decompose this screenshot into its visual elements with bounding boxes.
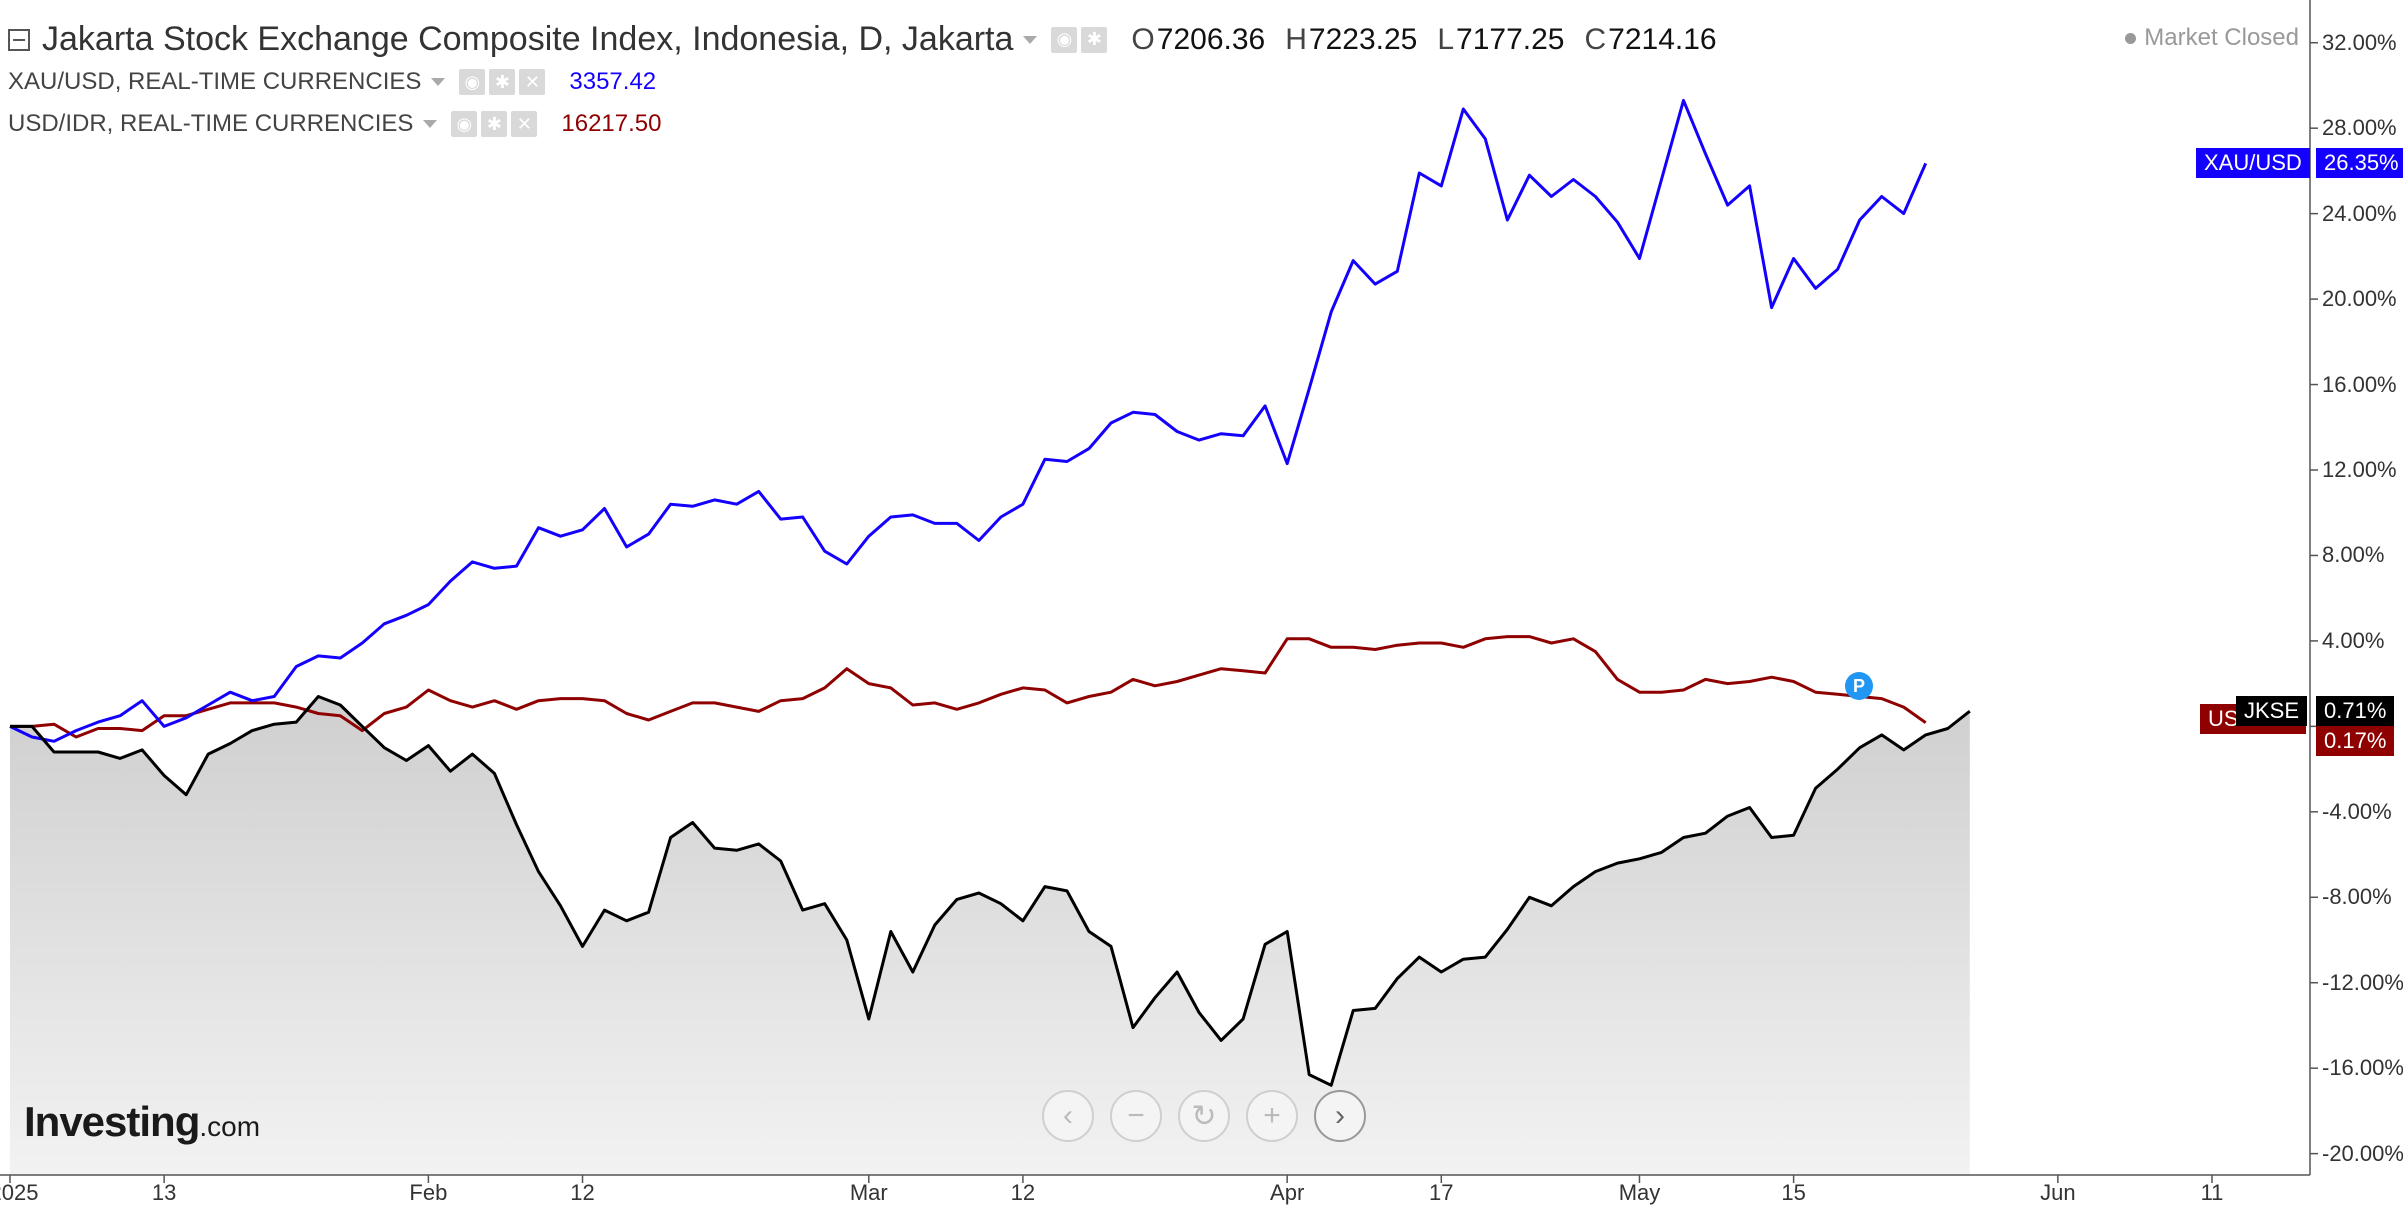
y-tick-label: 8.00% <box>2322 542 2385 568</box>
x-tick-label: Feb <box>409 1180 448 1205</box>
usdidr-series-value: 16217.50 <box>561 110 662 137</box>
logo-suffix: .com <box>199 1111 261 1142</box>
x-tick-label: Mar <box>849 1180 888 1205</box>
chevron-down-icon[interactable] <box>431 78 446 86</box>
y-tick-label: -20.00% <box>2322 1140 2403 1166</box>
ohlc-high-value: 7223.25 <box>1308 22 1418 56</box>
gear-icon[interactable]: ✱ <box>489 69 516 95</box>
gear-icon[interactable]: ✱ <box>481 111 508 137</box>
y-tick-label: 12.00% <box>2322 457 2397 482</box>
ohlc-low-key: L <box>1437 22 1455 56</box>
jkse-tag-label: JKSE <box>2236 696 2308 727</box>
y-tick-label: 24.00% <box>2322 200 2397 226</box>
collapse-icon[interactable] <box>8 28 30 51</box>
xau-series-value: 3357.42 <box>569 68 657 95</box>
series-line-usdidr <box>10 635 1927 739</box>
close-icon[interactable]: ✕ <box>511 111 538 137</box>
chart-navigation: ‹ − ↻ + › <box>1042 1090 1382 1142</box>
y-axis-ticks <box>2310 41 2318 1155</box>
ohlc-open-key: O <box>1131 22 1155 56</box>
legend-usdidr-row: USD/IDR, REAL-TIME CURRENCIES ◉ ✱ ✕ 1621… <box>8 110 661 138</box>
gear-icon[interactable]: ✱ <box>1081 26 1108 53</box>
chevron-left-icon[interactable]: ‹ <box>1042 1090 1094 1142</box>
x-tick-label: 11 <box>2200 1180 2224 1205</box>
x-tick-label: 15 <box>1781 1180 1806 1205</box>
y-tick-label: -16.00% <box>2322 1055 2403 1081</box>
plus-icon[interactable]: + <box>1246 1090 1298 1142</box>
eye-icon[interactable]: ◉ <box>1051 26 1078 53</box>
y-tick-label: 28.00% <box>2322 115 2397 141</box>
xau-tag-label: XAU/USD <box>2196 148 2310 179</box>
usdidr-tag-value: 0.17% <box>2316 726 2395 757</box>
reset-icon[interactable]: ↻ <box>1178 1090 1230 1142</box>
x-tick-label: 17 <box>1429 1180 1454 1205</box>
series-line-xauusd <box>9 98 1928 743</box>
logo-main: Investing <box>24 1098 200 1145</box>
ohlc-low-value: 7177.25 <box>1456 22 1565 56</box>
ohlc-close-key: C <box>1584 22 1607 56</box>
x-tick-label: 12 <box>1010 1180 1036 1205</box>
chevron-down-icon[interactable] <box>423 120 438 128</box>
ohlc-close-value: 7214.16 <box>1608 22 1717 56</box>
y-tick-label: -4.00% <box>2322 798 2392 824</box>
y-tick-label: -8.00% <box>2322 884 2392 910</box>
y-tick-label: 32.00% <box>2322 29 2397 55</box>
legend-main-row: Jakarta Stock Exchange Composite Index, … <box>8 20 1717 59</box>
ohlc-open-value: 7206.36 <box>1156 22 1266 56</box>
x-tick-label: 2025 <box>0 1180 39 1205</box>
ohlc-high-key: H <box>1285 22 1307 56</box>
x-tick-label: 12 <box>570 1180 595 1205</box>
x-axis-ticks <box>9 1175 2213 1183</box>
x-tick-label: May <box>1618 1180 1661 1205</box>
investing-logo: Investing.com <box>24 1098 260 1146</box>
jkse-area <box>10 696 1970 1175</box>
market-status: Market Closed <box>2125 24 2299 52</box>
x-tick-label: Jun <box>2040 1180 2076 1205</box>
jkse-area-fill <box>10 696 1970 1175</box>
y-tick-label: 20.00% <box>2322 286 2397 312</box>
y-tick-label: 16.00% <box>2322 371 2397 397</box>
eye-icon[interactable]: ◉ <box>451 111 478 137</box>
usdidr-series-label: USD/IDR, REAL-TIME CURRENCIES <box>8 110 414 137</box>
chevron-down-icon[interactable] <box>1023 35 1038 44</box>
jkse-tag-value: 0.71% <box>2316 696 2395 727</box>
y-tick-label: -12.00% <box>2322 969 2403 995</box>
eye-icon[interactable]: ◉ <box>459 69 486 95</box>
x-tick-label: Apr <box>1270 1180 1305 1205</box>
xau-tag-value: 26.35% <box>2316 148 2403 179</box>
minus-icon[interactable]: − <box>1110 1090 1162 1142</box>
series-lines <box>9 98 1971 1087</box>
series-line-jkse <box>10 695 1971 1087</box>
p-marker-icon[interactable]: P <box>1845 672 1873 700</box>
main-series-title: Jakarta Stock Exchange Composite Index, … <box>42 20 1014 58</box>
y-tick-label: 4.00% <box>2322 627 2385 653</box>
close-icon[interactable]: ✕ <box>519 69 546 95</box>
market-status-text: Market Closed <box>2144 24 2299 51</box>
chevron-right-icon[interactable]: › <box>1314 1090 1366 1142</box>
x-tick-label: 13 <box>151 1180 177 1205</box>
legend-xau-row: XAU/USD, REAL-TIME CURRENCIES ◉ ✱ ✕ 3357… <box>8 68 656 96</box>
status-dot-icon <box>2125 32 2137 44</box>
xau-series-label: XAU/USD, REAL-TIME CURRENCIES <box>8 68 422 95</box>
